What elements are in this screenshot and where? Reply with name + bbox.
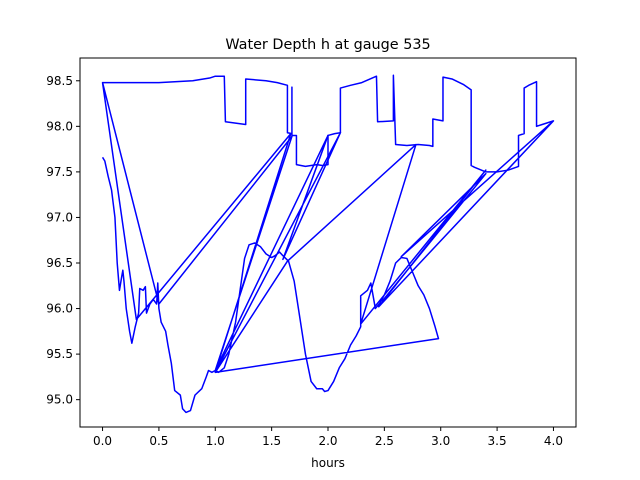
x-tick-label: 1.0 (206, 434, 225, 448)
y-tick-label: 96.0 (46, 302, 73, 316)
y-tick-label: 97.0 (46, 210, 73, 224)
y-tick-label: 98.0 (46, 119, 73, 133)
x-tick-label: 2.0 (318, 434, 337, 448)
x-tick-label: 3.5 (488, 434, 507, 448)
y-tick-label: 95.0 (46, 393, 73, 407)
x-axis-label: hours (311, 456, 345, 470)
x-tick-label: 2.5 (375, 434, 394, 448)
tick-group: 0.0 0.5 1.0 1.5 2.0 2.5 3.0 3.5 4.0 95.0 95.5 96.0 9… (46, 74, 563, 448)
x-tick-label: 0.0 (93, 434, 112, 448)
x-tick-label: 4.0 (544, 434, 563, 448)
plot-area (101, 74, 555, 414)
x-tick-label: 1.5 (262, 434, 281, 448)
series-line-0 (101, 81, 555, 414)
x-tick-label: 3.0 (431, 434, 450, 448)
x-tick-label: 0.5 (149, 434, 168, 448)
series-line-1 (102, 74, 554, 173)
y-tick-label: 98.5 (46, 74, 73, 88)
y-tick-label: 95.5 (46, 347, 73, 361)
axes-frame (79, 57, 577, 428)
y-tick-label: 96.5 (46, 256, 73, 270)
y-tick-label: 97.5 (46, 165, 73, 179)
chart-title: Water Depth h at gauge 535 (225, 37, 430, 53)
